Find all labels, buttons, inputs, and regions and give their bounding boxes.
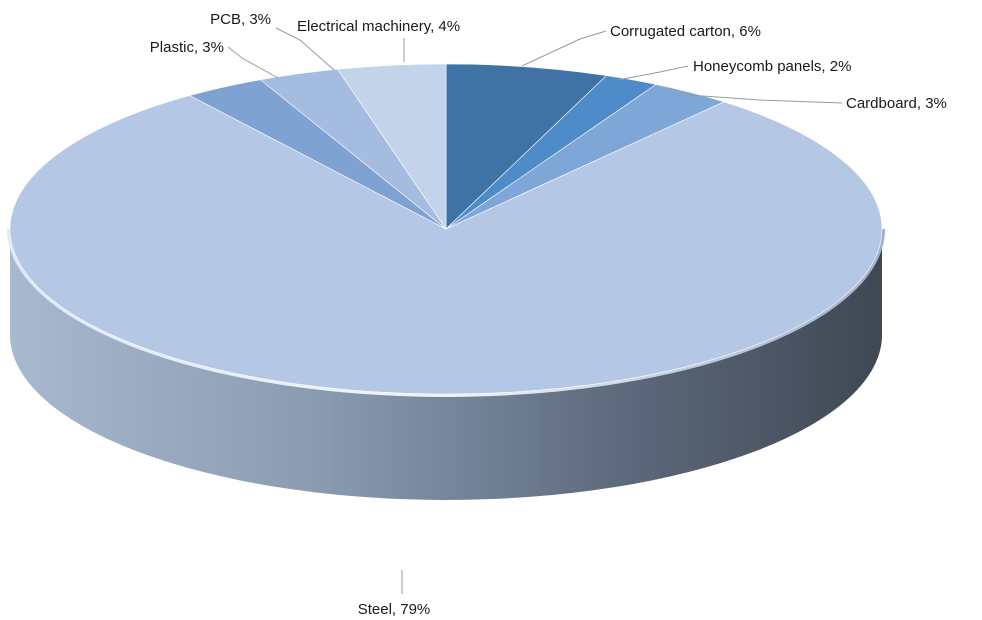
data-label: Plastic, 3% — [150, 39, 224, 56]
data-label: Steel, 79% — [358, 601, 431, 618]
leader-line — [521, 30, 607, 67]
pie-slice — [9, 95, 883, 395]
leader-line — [617, 65, 689, 81]
pie-side — [10, 229, 882, 500]
pie-slices — [9, 63, 883, 395]
pie-slice — [445, 63, 608, 230]
data-label: Cardboard, 3% — [846, 95, 947, 112]
leader-line — [673, 93, 843, 104]
pie-labels: Corrugated carton, 6% Honeycomb panels, 2… — [150, 11, 947, 618]
pie-slice — [337, 63, 447, 230]
data-label: Corrugated carton, 6% — [610, 23, 761, 40]
data-label: Electrical machinery, 4% — [297, 18, 460, 35]
leader-line — [227, 46, 279, 79]
data-label: Honeycomb panels, 2% — [693, 58, 851, 75]
data-label: PCB, 3% — [210, 11, 271, 28]
leader-line — [275, 27, 335, 71]
